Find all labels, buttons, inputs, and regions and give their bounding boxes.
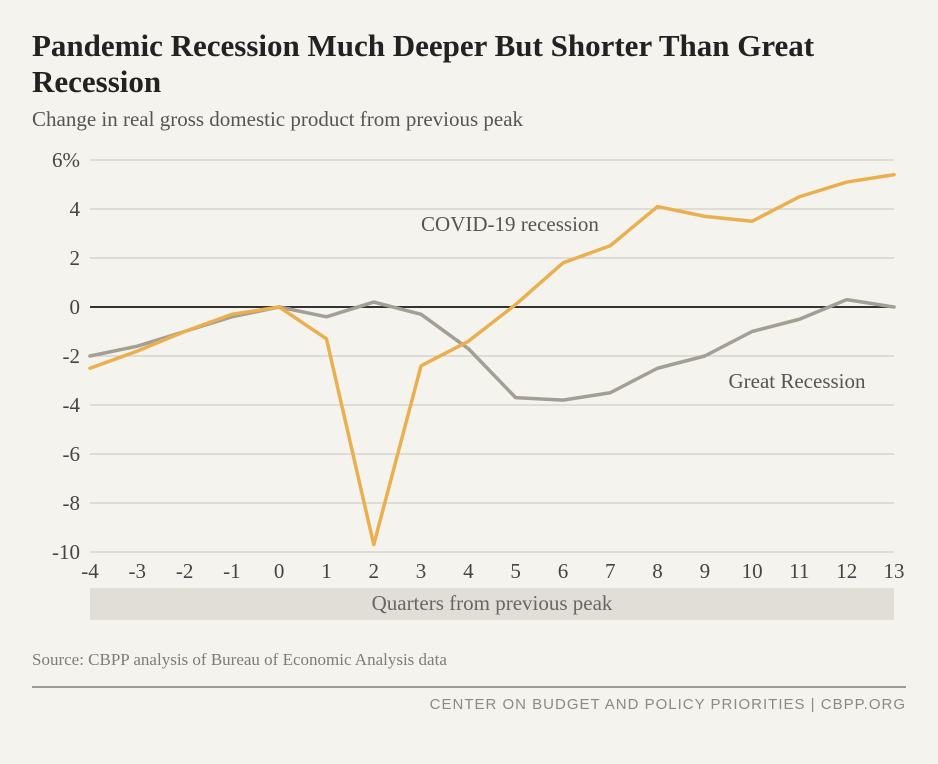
svg-text:0: 0 xyxy=(70,295,81,319)
svg-text:11: 11 xyxy=(789,559,809,583)
svg-text:-8: -8 xyxy=(63,491,81,515)
svg-text:8: 8 xyxy=(652,559,663,583)
svg-text:COVID-19 recession: COVID-19 recession xyxy=(421,212,599,236)
source-text: Source: CBPP analysis of Bureau of Econo… xyxy=(32,650,906,670)
svg-text:-2: -2 xyxy=(176,559,194,583)
svg-text:-10: -10 xyxy=(52,540,80,564)
svg-text:5: 5 xyxy=(510,559,521,583)
svg-text:10: 10 xyxy=(742,559,763,583)
chart-area: 6%420-2-4-6-8-10-4-3-2-10123456789101112… xyxy=(32,150,906,630)
chart-title: Pandemic Recession Much Deeper But Short… xyxy=(32,28,906,99)
svg-text:-2: -2 xyxy=(63,344,81,368)
svg-text:-3: -3 xyxy=(129,559,147,583)
line-chart-svg: 6%420-2-4-6-8-10-4-3-2-10123456789101112… xyxy=(32,150,906,630)
svg-text:-6: -6 xyxy=(63,442,81,466)
svg-text:6%: 6% xyxy=(52,150,80,172)
svg-text:4: 4 xyxy=(70,197,81,221)
svg-text:12: 12 xyxy=(836,559,857,583)
svg-text:Great Recession: Great Recession xyxy=(728,369,866,393)
svg-text:6: 6 xyxy=(558,559,569,583)
svg-text:-4: -4 xyxy=(63,393,81,417)
svg-text:4: 4 xyxy=(463,559,474,583)
svg-text:2: 2 xyxy=(70,246,81,270)
chart-subtitle: Change in real gross domestic product fr… xyxy=(32,107,906,132)
svg-text:2: 2 xyxy=(369,559,380,583)
footer-credit: CENTER ON BUDGET AND POLICY PRIORITIES |… xyxy=(32,686,906,713)
svg-text:-1: -1 xyxy=(223,559,241,583)
svg-text:9: 9 xyxy=(700,559,711,583)
svg-text:-4: -4 xyxy=(81,559,99,583)
svg-text:13: 13 xyxy=(884,559,905,583)
svg-text:Quarters from previous peak: Quarters from previous peak xyxy=(372,591,613,615)
svg-text:3: 3 xyxy=(416,559,427,583)
svg-text:1: 1 xyxy=(321,559,332,583)
svg-text:0: 0 xyxy=(274,559,285,583)
svg-text:7: 7 xyxy=(605,559,616,583)
